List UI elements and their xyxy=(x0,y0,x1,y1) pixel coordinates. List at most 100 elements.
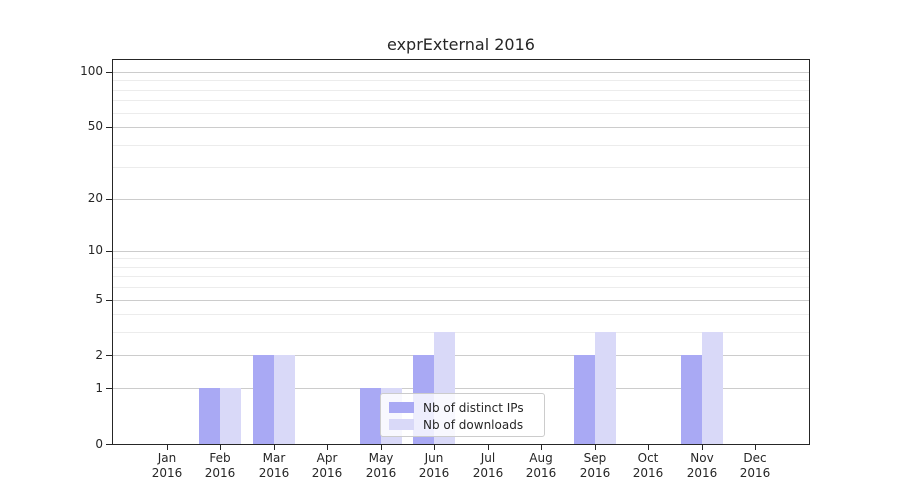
gridline-minor xyxy=(113,314,809,315)
x-tick-year: 2016 xyxy=(311,466,343,480)
x-tick-year: 2016 xyxy=(258,466,290,480)
x-tick-year: 2016 xyxy=(151,466,183,480)
x-tick-month: Nov xyxy=(690,451,714,465)
gridline-minor xyxy=(113,332,809,333)
gridline-minor xyxy=(113,258,809,259)
x-tick-year: 2016 xyxy=(204,466,236,480)
legend-entry: Nb of distinct IPs xyxy=(389,399,536,416)
x-tick-mark xyxy=(434,445,435,450)
bar-ips-feb xyxy=(199,388,220,444)
legend: Nb of distinct IPs Nb of downloads xyxy=(380,393,545,437)
x-tick-year: 2016 xyxy=(472,466,504,480)
x-tick-month: Feb xyxy=(209,451,231,465)
x-tick-label: Feb 2016 xyxy=(205,451,236,481)
bar-downloads-feb xyxy=(220,388,241,444)
legend-swatch-ips xyxy=(389,402,414,413)
x-tick-month: Apr xyxy=(316,451,338,465)
gridline-minor xyxy=(113,267,809,268)
y-tick-mark xyxy=(106,199,112,200)
gridline-major xyxy=(113,355,809,356)
y-tick-label: 20 xyxy=(87,191,103,205)
gridline-major xyxy=(113,199,809,200)
legend-label: Nb of distinct IPs xyxy=(423,400,524,415)
x-tick-month: Jun xyxy=(424,451,444,465)
legend-label: Nb of downloads xyxy=(423,417,524,432)
x-tick-month: Jan xyxy=(157,451,177,465)
x-tick-year: 2016 xyxy=(686,466,718,480)
y-tick-label: 10 xyxy=(87,243,103,257)
gridline-minor xyxy=(113,113,809,114)
x-tick-label: Jan 2016 xyxy=(152,451,183,481)
x-tick-mark xyxy=(381,445,382,450)
bar-downloads-sep xyxy=(595,332,616,444)
y-tick-mark xyxy=(106,388,112,389)
x-tick-mark xyxy=(702,445,703,450)
x-tick-month: Aug xyxy=(529,451,553,465)
plot-area: Nb of distinct IPs Nb of downloads xyxy=(112,59,810,445)
y-tick-label: 2 xyxy=(95,348,103,362)
y-tick-mark xyxy=(106,355,112,356)
gridline-minor xyxy=(113,276,809,277)
bar-ips-nov xyxy=(681,355,702,444)
y-tick-mark xyxy=(106,251,112,252)
gridline-major xyxy=(113,388,809,389)
y-tick-label: 0 xyxy=(95,437,103,451)
gridline-minor xyxy=(113,145,809,146)
bar-downloads-nov xyxy=(702,332,723,444)
gridline-major xyxy=(113,72,809,73)
bar-ips-may xyxy=(360,388,381,444)
x-tick-mark xyxy=(755,445,756,450)
bar-ips-sep xyxy=(574,355,595,444)
legend-swatch-downloads xyxy=(389,419,414,430)
x-tick-label: Apr 2016 xyxy=(312,451,343,481)
chart-title: exprExternal 2016 xyxy=(387,35,535,54)
x-tick-year: 2016 xyxy=(525,466,557,480)
bar-downloads-mar xyxy=(274,355,295,444)
gridline-minor xyxy=(113,167,809,168)
x-tick-mark xyxy=(274,445,275,450)
x-tick-label: Oct 2016 xyxy=(633,451,664,481)
gridline-major xyxy=(113,300,809,301)
x-tick-label: Sep 2016 xyxy=(580,451,611,481)
x-tick-month: Sep xyxy=(583,451,607,465)
y-tick-label: 1 xyxy=(95,381,103,395)
x-tick-year: 2016 xyxy=(632,466,664,480)
y-tick-label: 50 xyxy=(87,119,103,133)
x-tick-month: May xyxy=(368,451,394,465)
legend-entry: Nb of downloads xyxy=(389,416,536,433)
x-tick-mark xyxy=(595,445,596,450)
x-tick-mark xyxy=(648,445,649,450)
x-tick-mark xyxy=(167,445,168,450)
x-tick-year: 2016 xyxy=(739,466,771,480)
y-tick-label: 100 xyxy=(80,64,103,78)
gridline-minor xyxy=(113,80,809,81)
gridline-major xyxy=(113,251,809,252)
x-tick-label: Dec 2016 xyxy=(740,451,771,481)
x-tick-mark xyxy=(488,445,489,450)
y-tick-mark xyxy=(106,444,112,445)
x-tick-year: 2016 xyxy=(579,466,611,480)
y-tick-label: 5 xyxy=(95,292,103,306)
x-tick-month: Jul xyxy=(480,451,496,465)
x-tick-mark xyxy=(327,445,328,450)
x-tick-label: Aug 2016 xyxy=(526,451,557,481)
gridline-major xyxy=(113,127,809,128)
gridline-minor xyxy=(113,90,809,91)
y-tick-mark xyxy=(106,127,112,128)
x-tick-label: Mar 2016 xyxy=(259,451,290,481)
x-tick-label: Jul 2016 xyxy=(473,451,504,481)
y-tick-mark xyxy=(106,72,112,73)
gridline-minor xyxy=(113,100,809,101)
x-tick-label: May 2016 xyxy=(366,451,397,481)
x-tick-month: Oct xyxy=(637,451,659,465)
x-tick-label: Nov 2016 xyxy=(687,451,718,481)
x-tick-year: 2016 xyxy=(365,466,397,480)
bar-ips-mar xyxy=(253,355,274,444)
y-tick-mark xyxy=(106,300,112,301)
x-tick-month: Dec xyxy=(743,451,767,465)
x-tick-label: Jun 2016 xyxy=(419,451,450,481)
x-tick-mark xyxy=(541,445,542,450)
x-tick-mark xyxy=(220,445,221,450)
gridline-minor xyxy=(113,287,809,288)
